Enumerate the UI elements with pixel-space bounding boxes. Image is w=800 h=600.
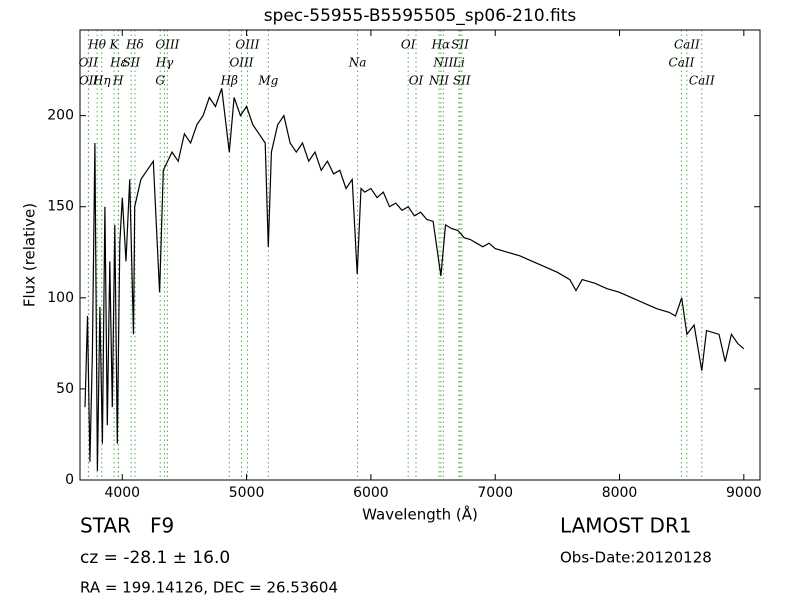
- y-tick-label: 0: [65, 472, 74, 488]
- spectral-line-label: Hη: [92, 74, 111, 88]
- spectral-line-label: OIII: [235, 38, 259, 52]
- obs-date: Obs-Date:20120128: [560, 549, 712, 567]
- spectral-line-label: G: [155, 74, 165, 88]
- x-tick-label: 5000: [229, 485, 265, 501]
- spectral-line-label: Mg: [257, 74, 278, 88]
- coordinates: RA = 199.14126, DEC = 26.53604: [80, 579, 338, 597]
- y-tick-label: 200: [47, 108, 74, 124]
- survey: LAMOST DR1: [560, 514, 692, 538]
- x-axis-label: Wavelength (Å): [362, 505, 478, 524]
- spectral-line-label: Li: [452, 56, 465, 70]
- spectral-line-label: Hγ: [155, 56, 174, 70]
- spectral-line-label: Hβ: [220, 74, 238, 88]
- y-tick-label: 100: [47, 290, 74, 306]
- spectral-line-label: OIII: [229, 56, 253, 70]
- x-tick-label: 9000: [726, 485, 762, 501]
- spectral-line-label: SII: [451, 38, 469, 52]
- spectral-line-label: CaII: [689, 74, 715, 88]
- spectral-line-label: K: [109, 38, 120, 52]
- y-axis-label: Flux (relative): [21, 203, 39, 307]
- spectral-line-label: OIII: [155, 38, 179, 52]
- spectral-line-label: CaII: [669, 56, 695, 70]
- y-tick-label: 50: [56, 381, 74, 397]
- redshift: cz = -28.1 ± 16.0: [80, 548, 230, 568]
- spectral-line-label: OI: [401, 38, 416, 52]
- plot-frame: [79, 29, 761, 481]
- spectral-line-label: Na: [348, 56, 367, 70]
- spectral-line-label: NII: [428, 74, 449, 88]
- spectrum-line: [84, 88, 745, 471]
- spectral-class: STAR F9: [80, 514, 174, 538]
- spectral-line-label: OI: [409, 74, 424, 88]
- spectral-line-label: Hα: [431, 38, 451, 52]
- spectral-line-label: SII: [122, 56, 140, 70]
- spectral-line-label: Hθ: [87, 38, 106, 52]
- spectral-line-label: Hδ: [125, 38, 144, 52]
- spectral-line-label: OII: [79, 74, 99, 88]
- spectral-line-label: NII: [432, 56, 453, 70]
- spectral-line-label: CaII: [674, 38, 700, 52]
- chart-title: spec-55955-B5595505_sp06-210.fits: [264, 6, 577, 26]
- spectral-line-label: SII: [453, 74, 471, 88]
- x-tick-label: 7000: [477, 485, 513, 501]
- spectral-line-label: H: [112, 74, 124, 88]
- x-tick-label: 4000: [104, 485, 140, 501]
- y-tick-label: 150: [47, 199, 74, 215]
- x-tick-label: 8000: [602, 485, 638, 501]
- x-tick-label: 6000: [353, 485, 389, 501]
